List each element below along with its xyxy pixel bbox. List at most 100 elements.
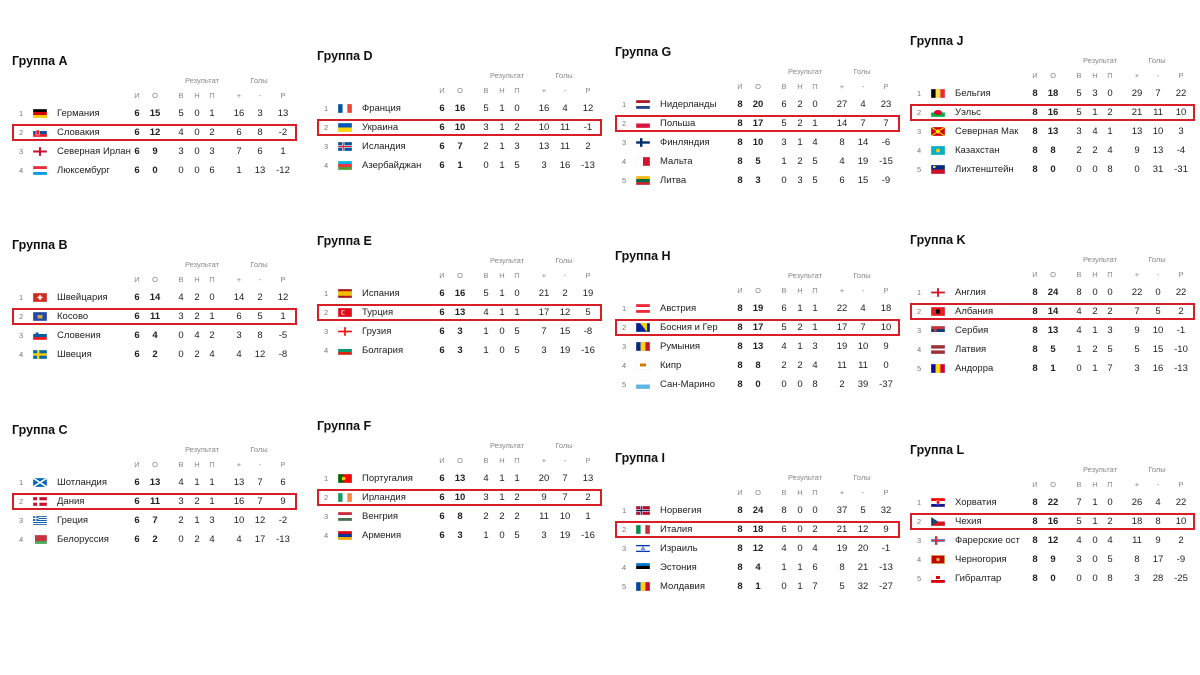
table-row[interactable]: 3 Северная Ирлан 6 9 3 0 3 7 6 1 bbox=[12, 142, 297, 161]
table-row[interactable]: 1 Англия 8 24 8 0 0 22 0 22 bbox=[910, 283, 1195, 302]
table-row-highlighted[interactable]: 2 Турция 6 13 4 1 1 17 12 5 bbox=[317, 303, 602, 322]
team-name[interactable]: Черногория bbox=[955, 554, 1007, 565]
table-row[interactable]: 3 Грузия 6 3 1 0 5 7 15 -8 bbox=[317, 322, 602, 341]
team-name[interactable]: Албания bbox=[955, 306, 994, 317]
team-name[interactable]: Венгрия bbox=[362, 511, 399, 522]
table-row-highlighted[interactable]: 2 Чехия 8 16 5 1 2 18 8 10 bbox=[910, 512, 1195, 531]
table-row[interactable]: 3 Греция 6 7 2 1 3 10 12 -2 bbox=[12, 511, 297, 530]
table-row[interactable]: 5 Лихтенштейн 8 0 0 0 8 0 31 -31 bbox=[910, 160, 1195, 179]
table-row[interactable]: 3 Венгрия 6 8 2 2 2 11 10 1 bbox=[317, 507, 602, 526]
team-name[interactable]: Шотландия bbox=[57, 477, 107, 488]
table-row[interactable]: 4 Армения 6 3 1 0 5 3 19 -16 bbox=[317, 526, 602, 545]
team-name[interactable]: Испания bbox=[362, 288, 400, 299]
team-name[interactable]: Северная Ирлан bbox=[57, 146, 131, 157]
table-row[interactable]: 3 Северная Мак 8 13 3 4 1 13 10 3 bbox=[910, 122, 1195, 141]
table-row[interactable]: 4 Черногория 8 9 3 0 5 8 17 -9 bbox=[910, 550, 1195, 569]
team-name[interactable]: Ирландия bbox=[362, 492, 406, 503]
team-name[interactable]: Молдавия bbox=[660, 581, 705, 592]
team-name[interactable]: Англия bbox=[955, 287, 986, 298]
table-row[interactable]: 1 Португалия 6 13 4 1 1 20 7 13 bbox=[317, 469, 602, 488]
team-name[interactable]: Эстония bbox=[660, 562, 697, 573]
table-row-highlighted[interactable]: 2 Босния и Гер 8 17 5 2 1 17 7 10 bbox=[615, 318, 900, 337]
table-row-highlighted[interactable]: 2 Дания 6 11 3 2 1 16 7 9 bbox=[12, 492, 297, 511]
team-name[interactable]: Исландия bbox=[362, 141, 406, 152]
table-row[interactable]: 1 Шотландия 6 13 4 1 1 13 7 6 bbox=[12, 473, 297, 492]
team-name[interactable]: Румыния bbox=[660, 341, 701, 352]
team-name[interactable]: Гибралтар bbox=[955, 573, 1002, 584]
team-name[interactable]: Фарерские ост bbox=[955, 535, 1020, 546]
team-name[interactable]: Германия bbox=[57, 108, 100, 119]
table-row[interactable]: 1 Франция 6 16 5 1 0 16 4 12 bbox=[317, 99, 602, 118]
table-row-highlighted[interactable]: 2 Польша 8 17 5 2 1 14 7 7 bbox=[615, 114, 900, 133]
table-row[interactable]: 4 Белоруссия 6 2 0 2 4 4 17 -13 bbox=[12, 530, 297, 549]
team-name[interactable]: Босния и Гер bbox=[660, 322, 718, 333]
team-name[interactable]: Хорватия bbox=[955, 497, 997, 508]
table-row[interactable]: 5 Андорра 8 1 0 1 7 3 16 -13 bbox=[910, 359, 1195, 378]
table-row[interactable]: 3 Израиль 8 12 4 0 4 19 20 -1 bbox=[615, 539, 900, 558]
team-name[interactable]: Греция bbox=[57, 515, 89, 526]
team-name[interactable]: Польша bbox=[660, 118, 696, 129]
team-name[interactable]: Латвия bbox=[955, 344, 987, 355]
table-row-highlighted[interactable]: 2 Албания 8 14 4 2 2 7 5 2 bbox=[910, 302, 1195, 321]
table-row-highlighted[interactable]: 2 Украина 6 10 3 1 2 10 11 -1 bbox=[317, 118, 602, 137]
table-row-highlighted[interactable]: 2 Косово 6 11 3 2 1 6 5 1 bbox=[12, 307, 297, 326]
table-row[interactable]: 4 Люксембург 6 0 0 0 6 1 13 -12 bbox=[12, 161, 297, 180]
team-name[interactable]: Люксембург bbox=[57, 165, 110, 176]
table-row[interactable]: 1 Испания 6 16 5 1 0 21 2 19 bbox=[317, 284, 602, 303]
team-name[interactable]: Болгария bbox=[362, 345, 404, 356]
team-name[interactable]: Украина bbox=[362, 122, 399, 133]
table-row[interactable]: 4 Латвия 8 5 1 2 5 5 15 -10 bbox=[910, 340, 1195, 359]
table-row[interactable]: 5 Сан-Марино 8 0 0 0 8 2 39 -37 bbox=[615, 375, 900, 394]
table-row[interactable]: 5 Литва 8 3 0 3 5 6 15 -9 bbox=[615, 171, 900, 190]
team-name[interactable]: Словакия bbox=[57, 127, 100, 138]
table-row[interactable]: 1 Швейцария 6 14 4 2 0 14 2 12 bbox=[12, 288, 297, 307]
team-name[interactable]: Сербия bbox=[955, 325, 989, 336]
team-name[interactable]: Азербайджан bbox=[362, 160, 422, 171]
table-row[interactable]: 4 Эстония 8 4 1 1 6 8 21 -13 bbox=[615, 558, 900, 577]
team-name[interactable]: Сан-Марино bbox=[660, 379, 716, 390]
team-name[interactable]: Австрия bbox=[660, 303, 697, 314]
team-name[interactable]: Швеция bbox=[57, 349, 92, 360]
team-name[interactable]: Дания bbox=[57, 496, 85, 507]
table-row[interactable]: 4 Швеция 6 2 0 2 4 4 12 -8 bbox=[12, 345, 297, 364]
table-row[interactable]: 3 Словения 6 4 0 4 2 3 8 -5 bbox=[12, 326, 297, 345]
table-row-highlighted[interactable]: 2 Уэльс 8 16 5 1 2 21 11 10 bbox=[910, 103, 1195, 122]
table-row[interactable]: 3 Исландия 6 7 2 1 3 13 11 2 bbox=[317, 137, 602, 156]
team-name[interactable]: Косово bbox=[57, 311, 89, 322]
table-row[interactable]: 1 Нидерланды 8 20 6 2 0 27 4 23 bbox=[615, 95, 900, 114]
team-name[interactable]: Норвегия bbox=[660, 505, 702, 516]
team-name[interactable]: Финляндия bbox=[660, 137, 710, 148]
team-name[interactable]: Грузия bbox=[362, 326, 392, 337]
team-name[interactable]: Турция bbox=[362, 307, 394, 318]
table-row[interactable]: 3 Финляндия 8 10 3 1 4 8 14 -6 bbox=[615, 133, 900, 152]
team-name[interactable]: Армения bbox=[362, 530, 402, 541]
team-name[interactable]: Литва bbox=[660, 175, 687, 186]
table-row[interactable]: 1 Австрия 8 19 6 1 1 22 4 18 bbox=[615, 299, 900, 318]
table-row[interactable]: 1 Бельгия 8 18 5 3 0 29 7 22 bbox=[910, 84, 1195, 103]
table-row-highlighted[interactable]: 2 Италия 8 18 6 0 2 21 12 9 bbox=[615, 520, 900, 539]
table-row[interactable]: 5 Гибралтар 8 0 0 0 8 3 28 -25 bbox=[910, 569, 1195, 588]
table-row[interactable]: 3 Фарерские ост 8 12 4 0 4 11 9 2 bbox=[910, 531, 1195, 550]
team-name[interactable]: Северная Мак bbox=[955, 126, 1019, 137]
team-name[interactable]: Италия bbox=[660, 524, 693, 535]
table-row-highlighted[interactable]: 2 Ирландия 6 10 3 1 2 9 7 2 bbox=[317, 488, 602, 507]
table-row[interactable]: 4 Болгария 6 3 1 0 5 3 19 -16 bbox=[317, 341, 602, 360]
team-name[interactable]: Белоруссия bbox=[57, 534, 109, 545]
team-name[interactable]: Португалия bbox=[362, 473, 413, 484]
team-name[interactable]: Израиль bbox=[660, 543, 698, 554]
table-row[interactable]: 4 Кипр 8 8 2 2 4 11 11 0 bbox=[615, 356, 900, 375]
team-name[interactable]: Казахстан bbox=[955, 145, 1000, 156]
team-name[interactable]: Бельгия bbox=[955, 88, 991, 99]
team-name[interactable]: Уэльс bbox=[955, 107, 981, 118]
table-row[interactable]: 5 Молдавия 8 1 0 1 7 5 32 -27 bbox=[615, 577, 900, 596]
table-row-highlighted[interactable]: 2 Словакия 6 12 4 0 2 6 8 -2 bbox=[12, 123, 297, 142]
team-name[interactable]: Швейцария bbox=[57, 292, 108, 303]
team-name[interactable]: Лихтенштейн bbox=[955, 164, 1014, 175]
table-row[interactable]: 4 Азербайджан 6 1 0 1 5 3 16 -13 bbox=[317, 156, 602, 175]
table-row[interactable]: 4 Мальта 8 5 1 2 5 4 19 -15 bbox=[615, 152, 900, 171]
table-row[interactable]: 3 Румыния 8 13 4 1 3 19 10 9 bbox=[615, 337, 900, 356]
table-row[interactable]: 1 Германия 6 15 5 0 1 16 3 13 bbox=[12, 104, 297, 123]
team-name[interactable]: Мальта bbox=[660, 156, 693, 167]
team-name[interactable]: Кипр bbox=[660, 360, 682, 371]
team-name[interactable]: Нидерланды bbox=[660, 99, 717, 110]
